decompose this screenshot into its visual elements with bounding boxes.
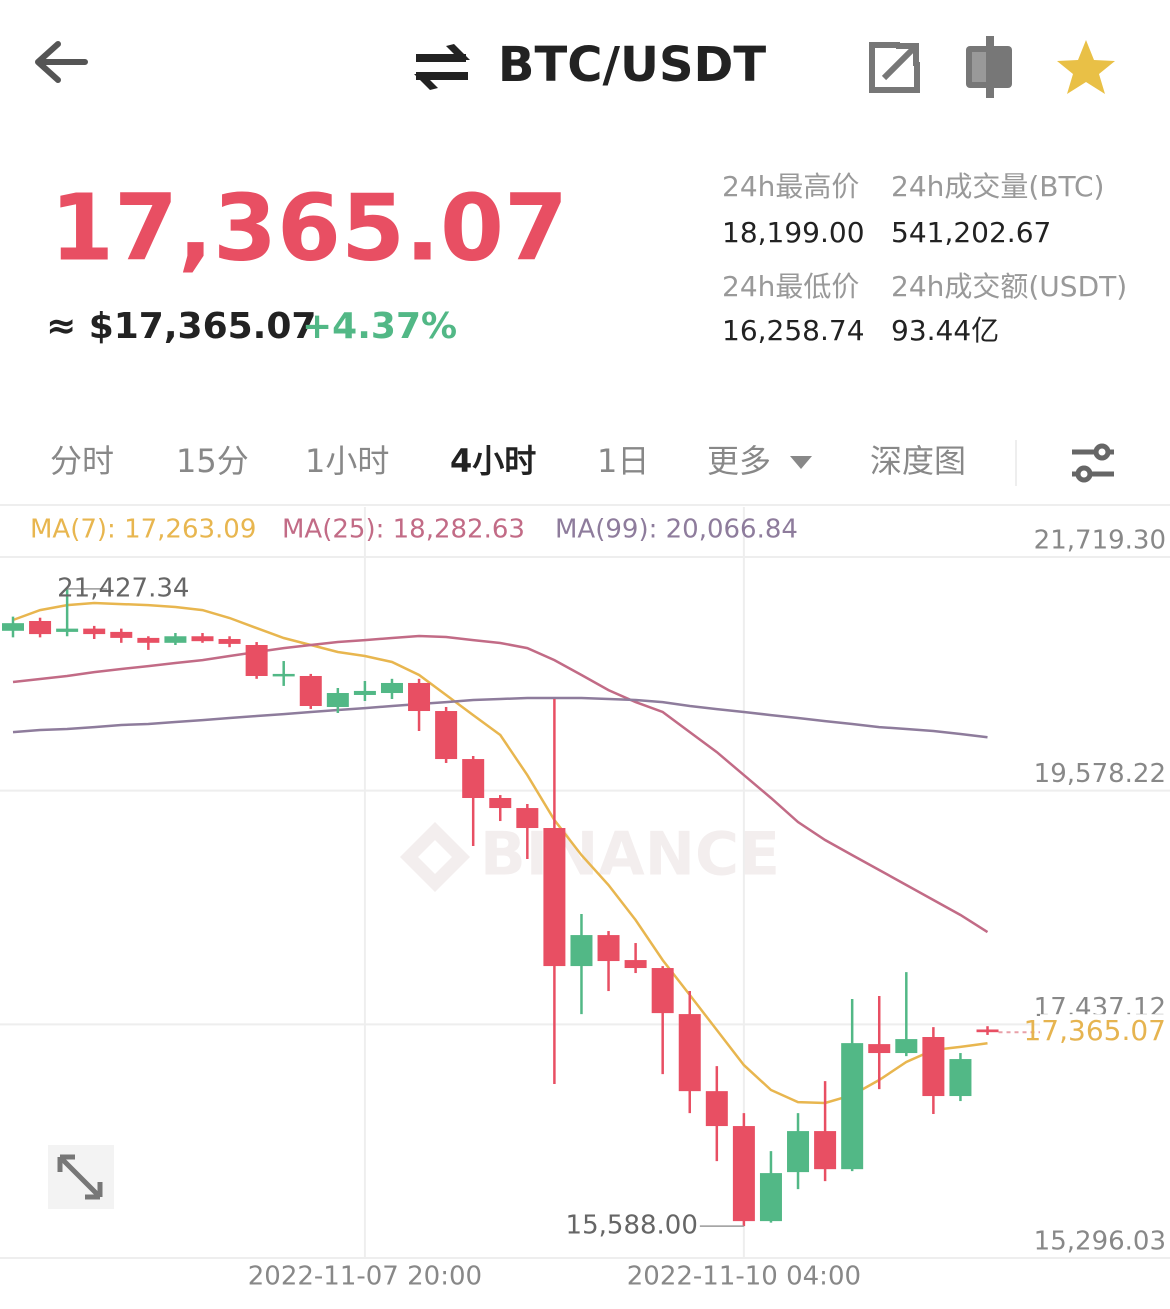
- stat-value: 18,199.00: [722, 216, 865, 249]
- extreme-label: 15,588.00: [566, 1211, 698, 1241]
- tab-bar: 分时 15分 1小时 4小时 1日 更多 深度图: [50, 442, 966, 480]
- candle-body: [299, 675, 322, 707]
- candle-body: [787, 1131, 810, 1173]
- stat-label: 24h最低价: [722, 270, 859, 303]
- candle-body: [976, 1029, 999, 1033]
- stat-value: 93.44亿: [891, 314, 999, 347]
- chart-type-icon[interactable]: [966, 36, 1012, 98]
- tab[interactable]: 更多: [707, 442, 771, 480]
- last-price-tag-bg: [1040, 1014, 1170, 1051]
- candle-body: [137, 637, 160, 643]
- candle-body: [868, 1044, 891, 1054]
- pair-title: BTC/USDT: [498, 37, 766, 93]
- candle-body: [841, 1043, 864, 1170]
- candle-body: [814, 1131, 837, 1170]
- candle-body: [543, 828, 566, 967]
- candle-body: [651, 968, 674, 1014]
- tab[interactable]: 分时: [50, 442, 114, 480]
- candle-body: [705, 1091, 728, 1127]
- swap-icon[interactable]: [414, 44, 470, 90]
- dropdown-arrow[interactable]: [790, 456, 812, 469]
- y-tick-label: 21,719.30: [1034, 526, 1166, 556]
- favorite-star[interactable]: [1057, 40, 1115, 94]
- candle-body: [380, 682, 403, 694]
- candle-body: [624, 960, 647, 969]
- watermark-logo: [400, 822, 470, 892]
- candle-body: [489, 798, 512, 809]
- candle-body: [110, 631, 133, 638]
- legend-entry: MA(7): 17,263.09: [30, 515, 256, 545]
- y-tick-label: 19,578.22: [1034, 759, 1166, 789]
- stat-label: 24h成交量(BTC): [891, 170, 1104, 203]
- candle-body: [164, 636, 187, 643]
- ma-line: [12, 634, 989, 934]
- legend-entry: MA(25): 18,282.63: [282, 515, 525, 545]
- tab[interactable]: 15分: [176, 442, 249, 480]
- candle-body: [218, 638, 241, 644]
- candle-body: [191, 636, 214, 642]
- candle-body: [516, 808, 539, 829]
- candle-body: [272, 673, 295, 677]
- candle-body: [678, 1014, 701, 1092]
- candle-body: [435, 711, 458, 760]
- candle-body: [732, 1126, 755, 1222]
- y-tick-label: 15,296.03: [1034, 1227, 1166, 1257]
- candle-body: [2, 623, 24, 631]
- tab[interactable]: 深度图: [870, 442, 966, 480]
- fullscreen-button[interactable]: [48, 1145, 114, 1209]
- stat-label: 24h最高价: [722, 170, 859, 203]
- last-price: 17,365.07: [50, 174, 568, 281]
- candle-body: [83, 628, 106, 635]
- approx-price: ≈ $17,365.07: [46, 306, 316, 347]
- candle-body: [353, 690, 376, 695]
- settings-icon[interactable]: [1072, 443, 1114, 483]
- stat-value: 541,202.67: [891, 216, 1051, 249]
- tab[interactable]: 1日: [597, 442, 649, 480]
- candle-body: [759, 1173, 782, 1222]
- candle-body: [949, 1059, 972, 1097]
- x-tick-label: 2022-11-07 20:00: [248, 1262, 482, 1292]
- ma-line: [12, 696, 988, 739]
- candle-body: [570, 935, 593, 967]
- candle-body: [895, 1039, 918, 1054]
- candle-body: [56, 628, 79, 632]
- back-button[interactable]: [35, 41, 88, 83]
- watermark: BINANCE: [480, 820, 780, 890]
- candle-body: [597, 935, 620, 962]
- last-price-tag: 17,365.07: [1023, 1014, 1166, 1047]
- tab[interactable]: 1小时: [305, 442, 389, 480]
- candle-body: [29, 620, 52, 635]
- candle-body: [922, 1037, 945, 1097]
- extreme-label: 21,427.34: [57, 573, 189, 603]
- candle-body: [462, 759, 485, 799]
- stat-value: 16,258.74: [722, 314, 865, 347]
- candle-body: [245, 644, 268, 676]
- price-change: +4.37%: [302, 306, 457, 347]
- tab[interactable]: 4小时: [450, 442, 536, 480]
- candle-body: [408, 682, 431, 712]
- chart: BINANCE21,719.3019,578.2217,437.1215,296…: [0, 507, 1170, 1292]
- legend-entry: MA(99): 20,066.84: [555, 515, 798, 545]
- stat-label: 24h成交额(USDT): [891, 270, 1127, 303]
- share-icon[interactable]: [869, 42, 920, 93]
- x-tick-label: 2022-11-10 04:00: [627, 1262, 861, 1292]
- candle-body: [326, 693, 349, 707]
